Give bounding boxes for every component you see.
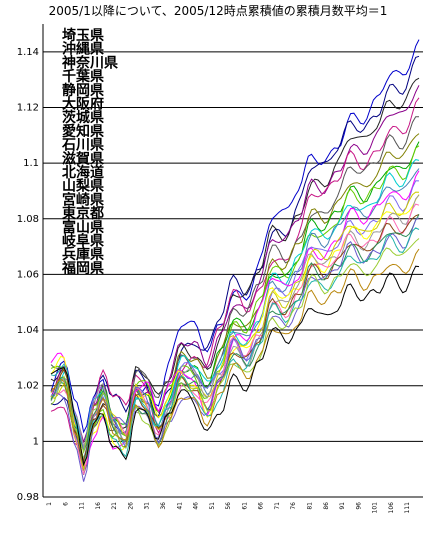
y-tick-label: 1.08 [17, 214, 39, 225]
series-line [50, 168, 420, 462]
x-tick-label: 26 [127, 502, 134, 510]
x-tick-label: 71 [274, 502, 281, 510]
series-line [50, 97, 420, 468]
series-line [50, 194, 420, 463]
legend-item: 山梨県 [62, 178, 104, 195]
x-tick-label: 86 [323, 502, 330, 510]
legend-item: 岐阜県 [62, 233, 104, 250]
legend-item: 静岡県 [62, 82, 104, 99]
x-tick-label: 51 [209, 502, 216, 510]
x-tick-label: 101 [372, 502, 379, 514]
legend-item: 宮崎県 [62, 191, 104, 208]
x-tick-label: 61 [241, 502, 248, 510]
x-tick-label: 11 [79, 502, 86, 510]
series-line [50, 248, 420, 466]
series-lines [50, 39, 420, 482]
x-tick-label: 66 [258, 502, 265, 510]
x-tick-label: 76 [290, 502, 297, 510]
legend-item: 沖縄県 [62, 41, 104, 58]
legend-item: 兵庫県 [62, 246, 104, 263]
y-tick-label: 1.1 [23, 158, 39, 169]
legend-item: 北海道 [62, 164, 104, 181]
series-line [50, 238, 420, 454]
legend-item: 東京都 [62, 205, 104, 222]
x-tick-label: 56 [225, 502, 232, 510]
series-line [50, 180, 420, 450]
y-tick-label: 1 [33, 436, 39, 447]
series-line [50, 170, 420, 468]
legend-item: 大阪府 [62, 96, 104, 113]
series-line [50, 214, 420, 454]
y-tick-label: 0.98 [17, 492, 39, 503]
x-tick-label: 46 [193, 502, 200, 510]
x-tick-label: 106 [388, 502, 395, 514]
legend-item: 愛知県 [62, 123, 104, 140]
x-tick-label: 41 [176, 502, 183, 510]
x-tick-label: 16 [95, 502, 102, 510]
y-tick-label: 1.12 [17, 102, 39, 113]
series-line [50, 227, 420, 465]
legend-item: 富山県 [62, 219, 104, 236]
legend: 埼玉県沖縄県神奈川県千葉県静岡県大阪府茨城県愛知県石川県滋賀県北海道山梨県宮崎県… [61, 27, 118, 277]
legend-item: 滋賀県 [62, 150, 104, 167]
x-tick-label: 91 [339, 502, 346, 510]
x-tick-label: 111 [404, 502, 411, 514]
legend-item: 福岡県 [61, 260, 104, 277]
y-axis: 0.98 1 1.02 1.04 1.06 1.08 1.1 1.12 1.14 [17, 24, 423, 503]
x-tick-label: 96 [355, 502, 362, 510]
legend-item: 石川県 [61, 138, 104, 154]
x-axis: 1 6 11 16 21 26 31 36 41 46 51 56 61 66 71 76 81 86 91 96 10… [46, 502, 411, 514]
legend-item: 神奈川県 [62, 54, 118, 71]
x-tick-label: 36 [160, 502, 167, 510]
legend-item: 千葉県 [62, 68, 104, 85]
x-tick-label: 6 [62, 502, 69, 506]
y-tick-label: 1.14 [17, 47, 39, 58]
chart-title: 2005/1以降について、2005/12時点累積値の累積月数平均＝1 [49, 3, 388, 18]
y-tick-label: 1.04 [17, 325, 39, 336]
x-tick-label: 1 [46, 502, 53, 506]
legend-item: 埼玉県 [62, 27, 104, 44]
y-tick-label: 1.02 [17, 381, 39, 392]
series-line [50, 265, 420, 467]
x-tick-label: 31 [144, 502, 151, 510]
series-line [50, 145, 420, 472]
x-tick-label: 21 [111, 502, 118, 510]
y-tick-label: 1.06 [17, 269, 39, 280]
x-tick-label: 81 [307, 502, 314, 510]
legend-item: 茨城県 [62, 109, 104, 126]
